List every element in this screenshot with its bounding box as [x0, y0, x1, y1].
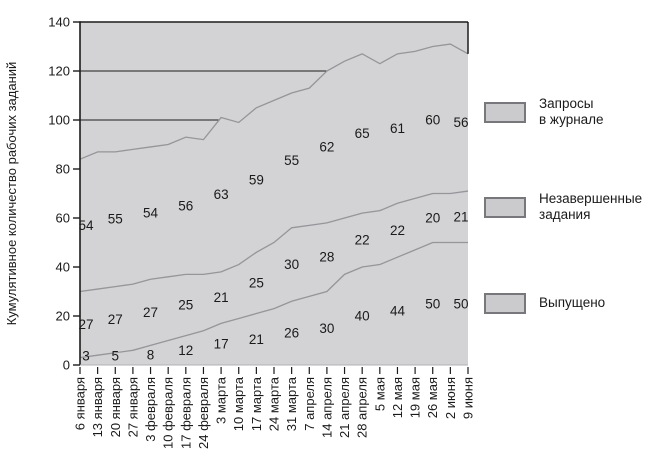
legend-item-log-requests: Запросы в журнале [484, 96, 604, 129]
svg-text:54: 54 [143, 206, 159, 221]
svg-text:26 мая: 26 мая [425, 377, 440, 418]
svg-text:3 марта: 3 марта [214, 376, 229, 424]
svg-text:59: 59 [249, 173, 264, 188]
svg-text:27 января: 27 января [125, 377, 140, 437]
svg-text:28: 28 [319, 250, 334, 265]
svg-text:10 марта: 10 марта [231, 376, 246, 431]
svg-text:7 апреля: 7 апреля [302, 377, 317, 431]
svg-text:9 июня: 9 июня [461, 377, 476, 419]
svg-text:40: 40 [56, 260, 70, 275]
svg-text:27: 27 [78, 317, 93, 332]
svg-text:63: 63 [214, 187, 229, 202]
svg-text:Кумулятивное количество рабочи: Кумулятивное количество рабочих заданий [4, 62, 19, 326]
svg-text:56: 56 [453, 115, 468, 130]
svg-text:20 января: 20 января [108, 377, 123, 437]
legend-item-released: Выпущено [484, 293, 605, 314]
svg-text:10 февраля: 10 февраля [161, 377, 176, 449]
svg-text:22: 22 [390, 223, 405, 238]
legend: Запросы в журнале Незавершенные задания … [484, 0, 652, 459]
svg-text:120: 120 [48, 64, 70, 79]
legend-label-incomplete-tasks: Незавершенные задания [539, 191, 643, 223]
svg-text:21: 21 [214, 290, 229, 305]
svg-text:30: 30 [319, 321, 334, 336]
svg-text:19 мая: 19 мая [408, 377, 423, 418]
svg-text:17 марта: 17 марта [249, 376, 264, 431]
svg-text:100: 100 [48, 113, 70, 128]
legend-item-incomplete-tasks: Незавершенные задания [484, 191, 642, 224]
svg-text:60: 60 [56, 211, 70, 226]
svg-text:12: 12 [178, 343, 193, 358]
svg-text:13 января: 13 января [90, 377, 105, 437]
svg-text:6 января: 6 января [73, 377, 88, 430]
svg-text:44: 44 [390, 304, 406, 319]
svg-text:20: 20 [425, 211, 440, 226]
svg-text:22: 22 [355, 233, 370, 248]
svg-text:0: 0 [63, 358, 70, 373]
svg-text:30: 30 [284, 257, 299, 272]
svg-text:8: 8 [147, 348, 155, 363]
svg-text:55: 55 [284, 153, 299, 168]
legend-swatch-released [484, 293, 526, 314]
svg-text:14 апреля: 14 апреля [319, 377, 334, 438]
svg-text:62: 62 [319, 139, 334, 154]
svg-text:21 апреля: 21 апреля [337, 377, 352, 438]
svg-text:65: 65 [355, 126, 370, 141]
svg-text:40: 40 [355, 309, 370, 324]
svg-text:17: 17 [214, 337, 229, 352]
svg-text:24 февраля: 24 февраля [196, 377, 211, 449]
svg-text:12 мая: 12 мая [390, 377, 405, 418]
svg-text:17 февраля: 17 февраля [178, 377, 193, 449]
svg-text:31 марта: 31 марта [284, 376, 299, 431]
svg-text:80: 80 [56, 162, 70, 177]
svg-text:25: 25 [249, 275, 264, 290]
svg-text:21: 21 [249, 332, 264, 347]
svg-text:3 февраля: 3 февраля [143, 377, 158, 442]
svg-text:61: 61 [390, 121, 405, 136]
svg-text:27: 27 [108, 312, 123, 327]
svg-text:55: 55 [108, 212, 123, 227]
svg-text:60: 60 [425, 113, 440, 128]
svg-text:50: 50 [453, 296, 468, 311]
svg-text:2 июня: 2 июня [443, 377, 458, 419]
svg-text:54: 54 [78, 218, 94, 233]
svg-text:21: 21 [453, 209, 468, 224]
svg-text:3: 3 [82, 349, 90, 364]
svg-text:27: 27 [143, 305, 158, 320]
svg-text:140: 140 [48, 15, 70, 30]
svg-text:26: 26 [284, 326, 299, 341]
legend-label-log-requests: Запросы в журнале [539, 96, 604, 128]
svg-text:25: 25 [178, 297, 193, 312]
svg-text:5 мая: 5 мая [372, 377, 387, 411]
svg-text:24 марта: 24 марта [267, 376, 282, 431]
legend-label-released: Выпущено [539, 295, 606, 311]
legend-swatch-log-requests [484, 101, 526, 123]
svg-text:50: 50 [425, 296, 440, 311]
svg-text:56: 56 [178, 198, 193, 213]
svg-text:28 апреля: 28 апреля [355, 377, 370, 438]
legend-swatch-incomplete-tasks [484, 196, 526, 218]
svg-text:20: 20 [56, 309, 70, 324]
svg-text:5: 5 [112, 349, 120, 364]
